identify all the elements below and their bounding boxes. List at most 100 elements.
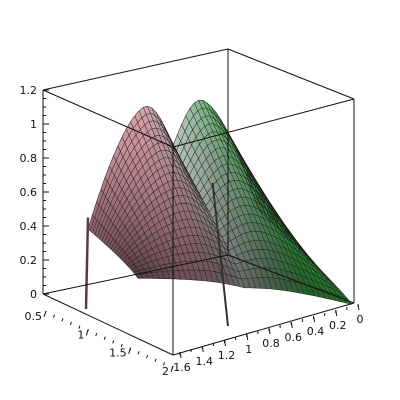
surface-patch	[131, 184, 139, 197]
surface-patch	[139, 217, 147, 228]
surface-patch	[207, 212, 216, 225]
surface-patch	[260, 231, 270, 242]
surface-patch	[248, 185, 257, 197]
surface-patch	[206, 108, 215, 119]
surface-patch	[198, 235, 207, 245]
surface-patch	[185, 227, 193, 236]
surface-patch	[201, 116, 210, 127]
left-axis-minor-tick	[103, 336, 106, 340]
surface-patch	[261, 258, 270, 268]
surface-patch	[129, 254, 137, 262]
surface-patch	[254, 240, 263, 250]
surface-patch	[90, 217, 97, 233]
surface-patch	[200, 210, 209, 222]
surface-patch	[195, 243, 204, 253]
right-axis-tick-label: 1.2	[218, 349, 236, 362]
surface-patch	[201, 243, 210, 254]
surface-mesh-line	[108, 171, 297, 248]
surface-patch	[166, 164, 175, 173]
surface-patch	[217, 165, 226, 177]
surface-patch	[216, 139, 225, 148]
surface-mesh-line	[115, 195, 310, 259]
surface-patch	[152, 128, 160, 136]
surface-patch	[262, 224, 271, 235]
surface-patch	[273, 223, 283, 235]
surface-patch	[206, 244, 215, 255]
surface-patch	[229, 150, 238, 162]
surface-patch	[108, 189, 115, 204]
surface-patch	[112, 198, 120, 212]
left-axis-minor-tick	[69, 321, 72, 326]
surface-patch	[190, 151, 199, 167]
surface-patch	[245, 231, 255, 242]
surface-patch	[117, 222, 125, 234]
surface-patch	[198, 252, 207, 262]
surface-patch	[284, 279, 294, 292]
surface-patch	[227, 163, 236, 173]
surface-patch	[136, 195, 144, 208]
surface-patch	[127, 238, 135, 247]
surface-patch	[97, 225, 104, 239]
surface-patch	[192, 219, 201, 229]
surface-patch	[292, 242, 302, 254]
surface-patch	[125, 219, 133, 231]
surface-patch	[125, 154, 133, 168]
surface-patch	[224, 259, 234, 270]
surface-patch	[271, 259, 281, 270]
surface-patch	[120, 240, 128, 250]
axes-box	[42, 48, 355, 356]
surface-patch	[195, 227, 204, 237]
surface-patch	[283, 254, 293, 266]
surface-patch	[106, 220, 114, 234]
surface-patch	[242, 188, 252, 199]
surface-patch	[240, 232, 249, 243]
surface-patch	[306, 277, 316, 288]
surface-patch	[126, 191, 135, 204]
surface-patch	[249, 205, 259, 216]
surface-patch	[157, 142, 166, 151]
surface-patch	[300, 256, 310, 268]
left-axis-minor-tick	[163, 362, 166, 366]
surface-patch	[270, 268, 279, 279]
surface-patch	[259, 267, 269, 278]
surface-patch	[122, 255, 130, 263]
surface-patch	[305, 260, 315, 271]
surface-patch	[183, 195, 191, 205]
surface-patch	[199, 200, 208, 213]
z-tick-label: 0.6	[20, 186, 38, 199]
surface-patch	[114, 184, 122, 199]
box-edge	[172, 98, 355, 148]
left-axis-tick-label: 2	[162, 365, 169, 378]
surface-patch	[124, 135, 132, 149]
surface-patch	[237, 188, 247, 198]
surface-patch	[177, 162, 186, 174]
surface-patch	[221, 251, 230, 262]
surface-patch	[230, 237, 239, 248]
z-tick-label: 0.8	[20, 152, 38, 165]
surface-patch	[94, 222, 102, 237]
left-axis-minor-tick	[44, 310, 47, 315]
surface-patch	[117, 206, 125, 219]
surface-patch	[132, 232, 140, 242]
surface-patch	[124, 247, 133, 256]
surface-patch	[234, 180, 243, 189]
surface-patch	[195, 179, 204, 194]
surface-mesh-line	[103, 155, 289, 244]
surface-patch	[120, 210, 128, 223]
surface-patch	[231, 164, 241, 175]
surface-patch	[185, 243, 194, 253]
surface-patch	[129, 242, 138, 251]
surface-patch	[250, 231, 260, 241]
surface-patch	[235, 172, 244, 183]
z-tick-label: 1.2	[20, 84, 38, 97]
surface-patch	[304, 264, 314, 275]
surface-patch	[333, 288, 343, 297]
surface-patch	[222, 163, 231, 174]
surface-patch	[264, 240, 274, 251]
surface-mesh-line	[101, 147, 284, 242]
right-axis-tick-label: 0.6	[285, 331, 303, 344]
surface-patch	[284, 248, 294, 259]
surface-patch	[177, 124, 185, 141]
surface-patch	[129, 196, 137, 209]
surface-patch	[137, 227, 145, 238]
